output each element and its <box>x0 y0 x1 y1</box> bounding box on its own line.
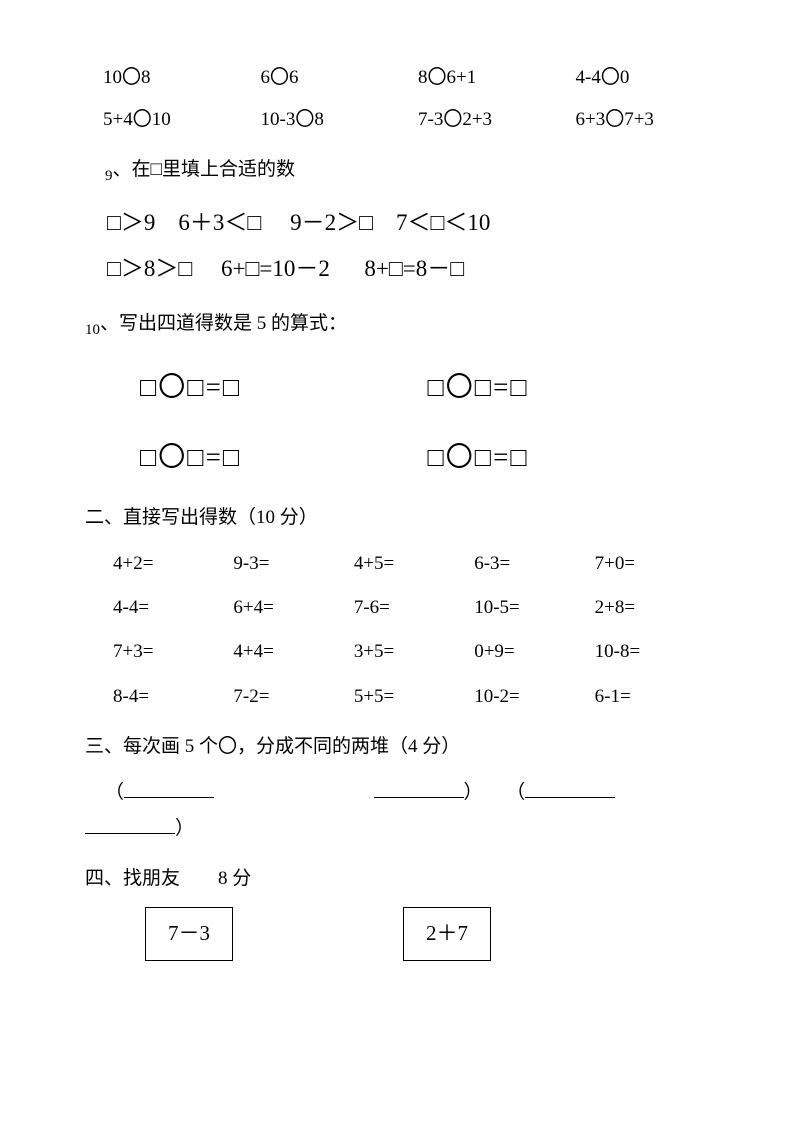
comp-cell: 4-4〇0 <box>558 60 716 96</box>
sec4-title: 四、找朋友 8 分 <box>85 861 715 897</box>
q10-label: 10、写出四道得数是 5 的算式： <box>85 306 715 344</box>
comp-row: 5+4〇10 10-3〇8 7-3〇2+3 6+3〇7+3 <box>85 102 715 138</box>
paren-left: （ <box>105 782 124 803</box>
q9-num: 9 <box>105 168 113 184</box>
arith-row: 4-4= 6+4= 7-6= 10-5= 2+8= <box>85 590 715 626</box>
friend-box: 2＋7 <box>403 907 491 961</box>
q9-line2: □＞8＞□ 6+□=10－2 8+□=8－□ <box>85 246 715 292</box>
paren-right: ） <box>464 782 483 803</box>
blank-line <box>374 778 464 798</box>
arith-row: 4+2= 9-3= 4+5= 6-3= 7+0= <box>85 546 715 582</box>
sec3-blanks-line1: （ ） （ <box>85 775 715 811</box>
arith-cell: 10-8= <box>595 634 715 670</box>
q10-num: 10 <box>85 322 100 338</box>
q10-text: 、写出四道得数是 5 的算式： <box>100 313 347 334</box>
comp-cell: 6+3〇7+3 <box>558 102 716 138</box>
comp-cell: 8〇6+1 <box>400 60 558 96</box>
arith-cell: 7+0= <box>595 546 715 582</box>
arith-cell: 10-2= <box>474 679 594 715</box>
q10-eq-row: □〇□=□ □〇□=□ <box>85 359 715 416</box>
paren-left: （ <box>506 782 525 803</box>
arith-cell: 0+9= <box>474 634 594 670</box>
arith-row: 8-4= 7-2= 5+5= 10-2= 6-1= <box>85 679 715 715</box>
q9-item: 6+□=10－2 <box>221 256 330 281</box>
q10-eq: □〇□=□ <box>428 359 716 416</box>
sec4-boxes: 7－3 2＋7 <box>85 907 715 961</box>
arith-cell: 6-3= <box>474 546 594 582</box>
q10-eq: □〇□=□ <box>140 359 428 416</box>
q9-item: 7＜□＜10 <box>396 210 490 235</box>
q9-label: 99、在□里填上合适的数、在□里填上合适的数 <box>85 152 715 190</box>
arith-cell: 6+4= <box>233 590 353 626</box>
arith-cell: 4+2= <box>113 546 233 582</box>
arith-cell: 7-2= <box>233 679 353 715</box>
sec3-blanks-line2: ） <box>85 811 715 847</box>
blank-line <box>124 778 214 798</box>
arith-cell: 8-4= <box>113 679 233 715</box>
q10-eq: □〇□=□ <box>428 429 716 486</box>
q10-eq: □〇□=□ <box>140 429 428 486</box>
blank-line <box>525 778 615 798</box>
q9-line1: □＞9 6＋3＜□ 9－2＞□ 7＜□＜10 <box>85 200 715 246</box>
sec3-title: 三、每次画 5 个〇，分成不同的两堆（4 分） <box>85 729 715 765</box>
comparison-block: 10〇8 6〇6 8〇6+1 4-4〇0 5+4〇10 10-3〇8 7-3〇2… <box>85 60 715 138</box>
q9-item: □＞8＞□ <box>107 256 192 281</box>
arith-cell: 9-3= <box>233 546 353 582</box>
arith-cell: 7+3= <box>113 634 233 670</box>
arith-cell: 5+5= <box>354 679 474 715</box>
arith-cell: 4-4= <box>113 590 233 626</box>
arith-row: 7+3= 4+4= 3+5= 0+9= 10-8= <box>85 634 715 670</box>
friend-box: 7－3 <box>145 907 233 961</box>
sec2-title: 二、直接写出得数（10 分） <box>85 500 715 536</box>
arith-cell: 4+4= <box>233 634 353 670</box>
paren-right: ） <box>175 818 194 839</box>
arith-cell: 10-5= <box>474 590 594 626</box>
q10-eq-row: □〇□=□ □〇□=□ <box>85 429 715 486</box>
arith-cell: 4+5= <box>354 546 474 582</box>
arith-cell: 7-6= <box>354 590 474 626</box>
comp-cell: 10-3〇8 <box>243 102 401 138</box>
q9-item: 9－2＞□ <box>290 210 373 235</box>
comp-row: 10〇8 6〇6 8〇6+1 4-4〇0 <box>85 60 715 96</box>
comp-cell: 7-3〇2+3 <box>400 102 558 138</box>
blank-line <box>85 814 175 834</box>
comp-cell: 6〇6 <box>243 60 401 96</box>
comp-cell: 10〇8 <box>85 60 243 96</box>
arith-grid: 4+2= 9-3= 4+5= 6-3= 7+0= 4-4= 6+4= 7-6= … <box>85 546 715 714</box>
comp-cell: 5+4〇10 <box>85 102 243 138</box>
arith-cell: 6-1= <box>595 679 715 715</box>
arith-cell: 2+8= <box>595 590 715 626</box>
q9-item: □＞9 <box>107 210 155 235</box>
q9-item: 8+□=8－□ <box>364 256 464 281</box>
q9-item: 6＋3＜□ <box>178 210 261 235</box>
arith-cell: 3+5= <box>354 634 474 670</box>
